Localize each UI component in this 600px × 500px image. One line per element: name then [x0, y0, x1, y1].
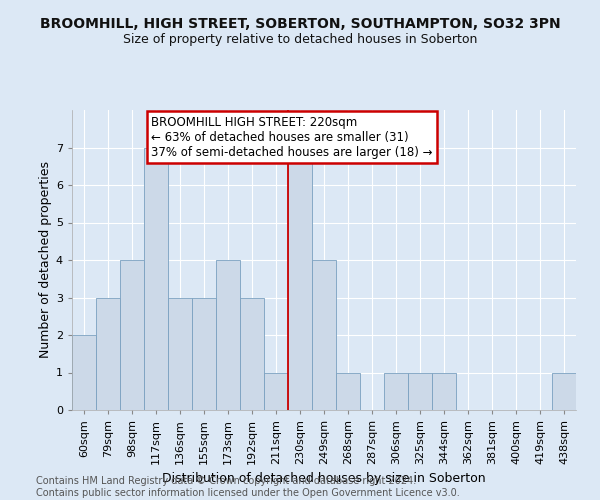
Bar [288, 148, 312, 410]
Bar [72, 335, 96, 410]
Bar [240, 298, 264, 410]
Bar [264, 372, 288, 410]
Bar [120, 260, 144, 410]
Text: BROOMHILL, HIGH STREET, SOBERTON, SOUTHAMPTON, SO32 3PN: BROOMHILL, HIGH STREET, SOBERTON, SOUTHA… [40, 18, 560, 32]
Bar [216, 260, 240, 410]
Text: BROOMHILL HIGH STREET: 220sqm
← 63% of detached houses are smaller (31)
37% of s: BROOMHILL HIGH STREET: 220sqm ← 63% of d… [151, 116, 433, 158]
Bar [408, 372, 432, 410]
Bar [192, 298, 216, 410]
Bar [336, 372, 360, 410]
Bar [552, 372, 576, 410]
Bar [312, 260, 336, 410]
Text: Contains HM Land Registry data © Crown copyright and database right 2024.
Contai: Contains HM Land Registry data © Crown c… [36, 476, 460, 498]
Bar [168, 298, 192, 410]
Bar [432, 372, 456, 410]
Bar [96, 298, 120, 410]
Bar [384, 372, 408, 410]
Y-axis label: Number of detached properties: Number of detached properties [38, 162, 52, 358]
Text: Size of property relative to detached houses in Soberton: Size of property relative to detached ho… [123, 32, 477, 46]
X-axis label: Distribution of detached houses by size in Soberton: Distribution of detached houses by size … [162, 472, 486, 486]
Bar [144, 148, 168, 410]
